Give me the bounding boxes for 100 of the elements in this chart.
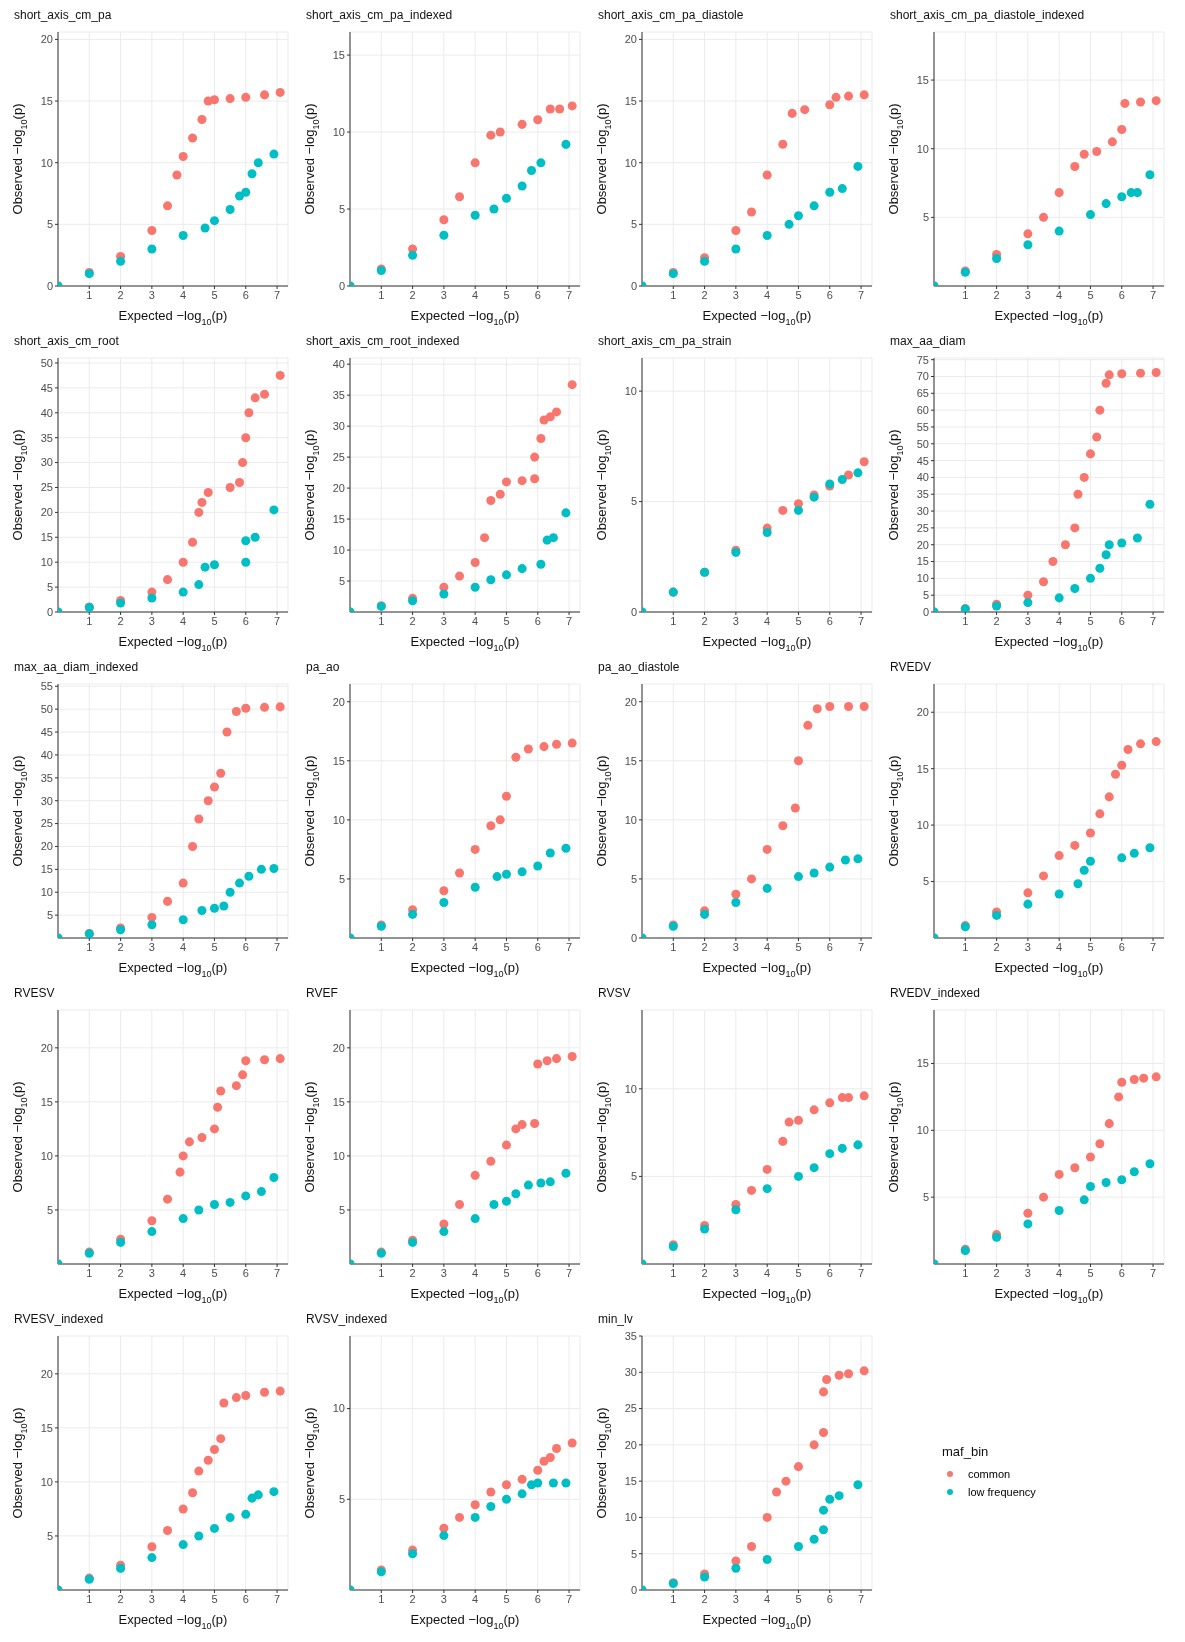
point <box>269 1487 279 1497</box>
y-tick-label: 70 <box>916 370 929 383</box>
point <box>501 1480 511 1490</box>
point <box>178 1540 188 1550</box>
point <box>495 127 505 137</box>
point <box>837 1143 847 1153</box>
chart-title: RVSV_indexed <box>305 1312 389 1328</box>
x-axis-title: Expected −log$_{10}$(p) <box>118 1612 228 1631</box>
x-tick-label: 2 <box>993 614 1000 627</box>
x-tick-label: 6 <box>826 288 833 301</box>
x-axis-title: Expected −log$_{10}$(p) <box>118 1286 228 1305</box>
point <box>567 101 577 111</box>
point <box>1023 899 1033 909</box>
x-tick-label: 3 <box>1024 614 1031 627</box>
point <box>269 149 279 159</box>
point <box>523 1180 533 1190</box>
y-tick-label: 0 <box>630 605 637 618</box>
y-tick-label: 15 <box>40 1421 53 1434</box>
y-tick-label: 75 <box>916 353 929 366</box>
x-tick-label: 3 <box>732 288 739 301</box>
point <box>1136 97 1146 107</box>
point <box>992 254 1002 264</box>
point <box>526 166 537 176</box>
point <box>209 1200 219 1210</box>
chart-title: RVESV <box>13 986 56 1002</box>
point <box>188 841 198 851</box>
point <box>793 505 803 515</box>
point <box>803 720 813 730</box>
point <box>116 256 126 266</box>
x-tick-label: 2 <box>701 288 708 301</box>
point <box>1151 96 1161 106</box>
chart-title: short_axis_cm_pa_diastole_indexed <box>889 8 1086 24</box>
point <box>1110 769 1121 779</box>
point <box>260 1387 270 1397</box>
x-tick-label: 3 <box>1024 288 1031 301</box>
x-axis-title: Expected −log$_{10}$(p) <box>994 960 1104 979</box>
y-tick-label: 25 <box>332 451 345 464</box>
chart-title: pa_ao_diastole <box>597 660 681 676</box>
y-tick-label: 35 <box>624 1329 637 1342</box>
x-tick-label: 3 <box>732 614 739 627</box>
x-tick-label: 4 <box>764 1592 771 1605</box>
point <box>275 370 285 380</box>
y-tick-label: 15 <box>916 762 929 775</box>
point <box>1039 212 1049 222</box>
point <box>147 226 157 236</box>
point <box>455 1512 465 1522</box>
point <box>178 1151 188 1161</box>
point <box>147 1553 157 1563</box>
x-tick-label: 5 <box>211 614 218 627</box>
point <box>253 1490 263 1500</box>
point <box>545 1177 555 1187</box>
x-tick-label: 2 <box>117 940 124 953</box>
point <box>219 901 229 911</box>
point <box>1023 598 1033 608</box>
point <box>1101 378 1111 388</box>
y-tick-label: 30 <box>332 420 345 433</box>
x-tick-label: 4 <box>1056 940 1063 953</box>
x-tick-label: 1 <box>962 940 969 953</box>
point <box>853 161 863 171</box>
y-tick-label: 10 <box>624 156 637 169</box>
y-tick-label: 15 <box>40 1095 53 1108</box>
x-tick-label: 3 <box>732 940 739 953</box>
point <box>241 1509 251 1519</box>
point <box>209 903 219 913</box>
point <box>818 1428 829 1438</box>
point <box>545 1453 555 1463</box>
point <box>1129 848 1139 858</box>
y-tick-label: 0 <box>630 1583 637 1596</box>
y-tick-label: 50 <box>40 356 53 369</box>
x-tick-label: 6 <box>826 1592 833 1605</box>
x-tick-label: 7 <box>565 614 573 627</box>
x-tick-label: 7 <box>565 940 573 953</box>
point <box>486 1487 496 1497</box>
point <box>787 108 797 118</box>
point <box>552 1054 562 1064</box>
x-tick-label: 1 <box>378 1592 385 1605</box>
y-tick-label: 25 <box>40 481 53 494</box>
x-tick-label: 5 <box>503 614 510 627</box>
y-tick-label: 45 <box>40 381 53 394</box>
x-tick-label: 6 <box>1118 288 1125 301</box>
point <box>859 90 869 100</box>
point <box>260 90 270 100</box>
point <box>1101 1177 1111 1187</box>
y-tick-label: 15 <box>332 512 345 525</box>
point <box>188 133 198 143</box>
x-tick-label: 5 <box>1087 614 1094 627</box>
point <box>790 803 800 813</box>
point <box>439 230 449 240</box>
point <box>1139 1073 1149 1083</box>
point <box>1151 737 1161 747</box>
x-tick-label: 3 <box>148 940 155 953</box>
x-tick-label: 5 <box>1087 288 1094 301</box>
point <box>408 1549 418 1559</box>
point <box>517 119 527 129</box>
x-axis-title: Expected −log$_{10}$(p) <box>994 308 1104 327</box>
x-tick-label: 7 <box>1149 1266 1157 1279</box>
point <box>762 1512 772 1522</box>
x-tick-label: 6 <box>534 288 541 301</box>
y-tick-label: 5 <box>338 1493 345 1506</box>
point <box>241 1191 251 1201</box>
